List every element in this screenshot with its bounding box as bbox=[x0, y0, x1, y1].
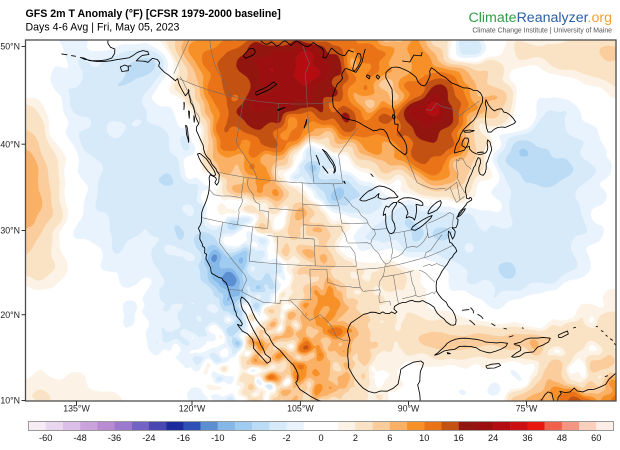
svg-text:16: 16 bbox=[453, 433, 463, 443]
svg-text:GFS 2m T Anomaly (°F) [CFSR 19: GFS 2m T Anomaly (°F) [CFSR 1979-2000 ba… bbox=[26, 8, 281, 20]
svg-text:-2: -2 bbox=[283, 433, 291, 443]
svg-text:-24: -24 bbox=[142, 433, 155, 443]
svg-text:135°W: 135°W bbox=[63, 404, 90, 414]
svg-text:24: 24 bbox=[488, 433, 498, 443]
svg-text:Climate Change Institute | Uni: Climate Change Institute | University of… bbox=[472, 28, 612, 35]
svg-text:30°N: 30°N bbox=[0, 226, 20, 236]
svg-text:-10: -10 bbox=[211, 433, 224, 443]
svg-text:Days 4-6 Avg | Fri, May 05, 20: Days 4-6 Avg | Fri, May 05, 2023 bbox=[26, 22, 180, 34]
svg-text:-36: -36 bbox=[108, 433, 121, 443]
svg-text:-6: -6 bbox=[248, 433, 256, 443]
svg-text:20°N: 20°N bbox=[0, 310, 20, 320]
svg-text:50°N: 50°N bbox=[0, 42, 20, 52]
svg-text:120°W: 120°W bbox=[179, 404, 206, 414]
svg-text:90°W: 90°W bbox=[398, 404, 420, 414]
svg-text:10°N: 10°N bbox=[0, 396, 20, 406]
svg-text:40°N: 40°N bbox=[0, 139, 20, 149]
svg-text:60: 60 bbox=[591, 433, 601, 443]
svg-text:36: 36 bbox=[522, 433, 532, 443]
svg-text:75°W: 75°W bbox=[516, 404, 538, 414]
svg-text:6: 6 bbox=[387, 433, 392, 443]
svg-text:2: 2 bbox=[353, 433, 358, 443]
svg-text:48: 48 bbox=[557, 433, 567, 443]
svg-text:ClimateReanalyzer.org: ClimateReanalyzer.org bbox=[468, 10, 612, 26]
svg-text:105°W: 105°W bbox=[287, 404, 314, 414]
svg-text:-16: -16 bbox=[177, 433, 190, 443]
svg-text:-48: -48 bbox=[73, 433, 86, 443]
svg-text:0: 0 bbox=[318, 433, 323, 443]
svg-text:-60: -60 bbox=[39, 433, 52, 443]
svg-text:10: 10 bbox=[419, 433, 429, 443]
